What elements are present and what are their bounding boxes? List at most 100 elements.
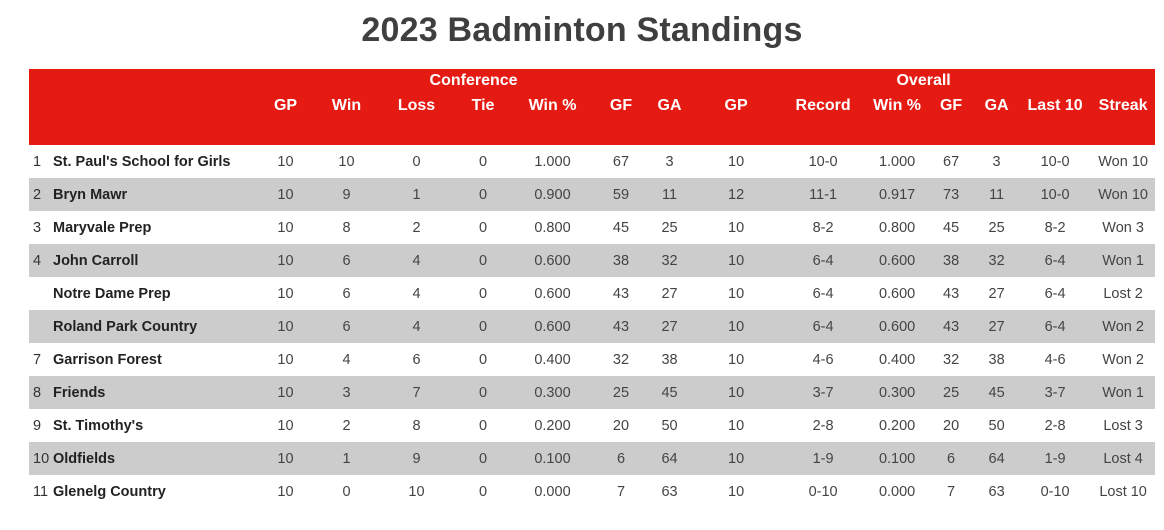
standings-table: Conference Overall GP Win Loss Tie Win %…: [29, 69, 1156, 508]
cell: 10: [338, 153, 355, 170]
cell: 0.100: [878, 450, 916, 467]
table-row: 2 Bryn Mawr 10 9 1 0 0.900 59 11 12 11-1…: [29, 178, 1156, 211]
col-header: Streak: [1098, 97, 1148, 114]
cell: Lost 10: [1099, 483, 1147, 500]
cell: 11: [989, 186, 1005, 203]
column-header-row: GP Win Loss Tie Win % GF GA GP Record Wi…: [29, 93, 1156, 145]
team-cell: Notre Dame Prep: [53, 285, 171, 302]
header-spacer: [29, 69, 255, 93]
cell: 32: [943, 351, 960, 368]
rank-header: [29, 93, 53, 145]
cell: 0.600: [878, 318, 916, 335]
team-cell: Friends: [53, 384, 106, 401]
col-header: Last 10: [1027, 97, 1083, 114]
cell: 8-2: [812, 219, 834, 236]
cell: 43: [943, 285, 960, 302]
cell: 64: [988, 450, 1005, 467]
cell: 10: [277, 450, 294, 467]
group-header-row: Conference Overall: [29, 69, 1156, 93]
cell: 9: [342, 186, 351, 203]
cell: 6: [342, 318, 351, 335]
cell: Won 10: [1098, 186, 1148, 203]
cell: 6-4: [1044, 252, 1066, 269]
cell: 0.917: [878, 186, 916, 203]
cell: 38: [661, 351, 678, 368]
table-row: 8 Friends 10 3 7 0 0.300 25 45 10 3-7 0.…: [29, 376, 1156, 409]
cell: 32: [988, 252, 1005, 269]
cell: 2-8: [1044, 417, 1066, 434]
cell: 10: [408, 483, 425, 500]
col-header: GF: [939, 97, 963, 114]
cell: 10: [728, 318, 745, 335]
cell: 27: [988, 285, 1005, 302]
rank-cell: 7: [33, 351, 42, 368]
cell: 0: [478, 351, 488, 368]
cell: 50: [988, 417, 1005, 434]
cell: 27: [988, 318, 1005, 335]
rank-cell: [29, 310, 53, 343]
cell: Lost 4: [1103, 450, 1143, 467]
team-cell: St. Timothy's: [53, 417, 144, 434]
cell: 6-4: [1044, 285, 1066, 302]
cell: 6-4: [1044, 318, 1066, 335]
table-row: 4 John Carroll 10 6 4 0 0.600 38 32 10 6…: [29, 244, 1156, 277]
cell: 7: [616, 483, 626, 500]
cell: 4: [412, 285, 421, 302]
cell: 38: [988, 351, 1005, 368]
team-cell: Maryvale Prep: [53, 219, 152, 236]
cell: 59: [612, 186, 630, 203]
cell: 0.000: [534, 483, 571, 500]
table-row: 11 Glenelg Country 10 0 10 0 0.000 7 63 …: [29, 475, 1155, 508]
cell: 10: [728, 483, 745, 500]
cell: 0: [478, 186, 488, 203]
table-row: 10 Oldfields 10 1 9 0 0.100 6 64 10 1-9 …: [29, 442, 1156, 475]
rank-cell: 9: [33, 417, 42, 434]
cell: 10: [277, 318, 294, 335]
cell: 10-0: [1040, 186, 1070, 203]
col-header: Record: [795, 97, 851, 114]
cell: 0.800: [878, 219, 916, 236]
cell: 25: [661, 219, 678, 236]
cell: 63: [661, 483, 678, 500]
cell: 6: [947, 450, 956, 467]
col-header: Win %: [873, 97, 922, 114]
cell: 64: [661, 450, 678, 467]
cell: 10: [277, 351, 294, 368]
cell: 0: [478, 252, 488, 269]
cell: 6: [412, 351, 421, 368]
cell: 45: [988, 384, 1005, 401]
cell: 43: [943, 318, 960, 335]
cell: 3-7: [1044, 384, 1066, 401]
cell: 3-7: [812, 384, 834, 401]
page-title: 2023 Badminton Standings: [361, 11, 803, 49]
rank-cell: 3: [33, 219, 42, 236]
cell: 6-4: [812, 318, 834, 335]
cell: 3: [992, 153, 1001, 170]
team-cell: Garrison Forest: [53, 351, 162, 368]
cell: 1-9: [1044, 450, 1066, 467]
cell: 1: [342, 450, 351, 467]
cell: 0.600: [878, 285, 916, 302]
cell: 67: [943, 153, 960, 170]
cell: 0: [412, 153, 421, 170]
col-header: GA: [657, 97, 682, 114]
cell: 0: [342, 483, 351, 500]
rank-cell: 11: [33, 483, 49, 500]
cell: Won 1: [1102, 252, 1144, 269]
cell: 50: [661, 417, 678, 434]
cell: 20: [943, 417, 960, 434]
cell: 25: [988, 219, 1005, 236]
cell: 25: [943, 384, 960, 401]
team-cell: Oldfields: [53, 450, 116, 467]
table-header: Conference Overall GP Win Loss Tie Win %…: [29, 69, 1156, 145]
cell: 0.200: [534, 417, 571, 434]
cell: 10: [728, 450, 745, 467]
cell: Lost 2: [1103, 285, 1143, 302]
cell: 20: [612, 417, 630, 434]
rank-cell: 2: [33, 186, 42, 203]
team-cell: Glenelg Country: [53, 483, 166, 500]
cell: 10: [277, 285, 294, 302]
cell: 27: [661, 285, 678, 302]
team-header: [53, 93, 255, 145]
cell: 10-0: [808, 153, 838, 170]
